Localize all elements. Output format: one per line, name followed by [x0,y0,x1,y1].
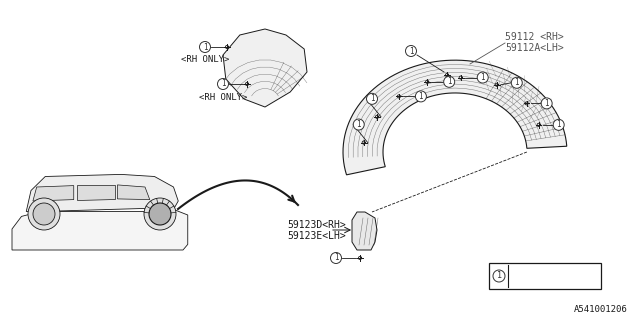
Text: 59112A<LH>: 59112A<LH> [505,43,564,53]
Text: 59123D<RH>: 59123D<RH> [287,220,346,230]
Circle shape [415,91,426,102]
Polygon shape [77,185,115,200]
Text: 1: 1 [497,271,502,281]
Text: <RH ONLY>: <RH ONLY> [181,55,229,65]
Text: 1: 1 [419,92,423,101]
Circle shape [28,198,60,230]
Text: 1: 1 [333,253,339,262]
Circle shape [149,203,171,225]
FancyBboxPatch shape [489,263,601,289]
Text: <RH ONLY>: <RH ONLY> [199,92,247,101]
Polygon shape [33,186,74,201]
Text: 1: 1 [203,43,207,52]
Polygon shape [223,29,307,107]
Circle shape [553,119,564,130]
Text: A541001206: A541001206 [574,305,628,314]
Text: 1: 1 [221,79,225,89]
Text: 1: 1 [370,94,374,103]
Circle shape [218,78,228,90]
Circle shape [33,203,55,225]
Text: W140065: W140065 [515,271,563,281]
Circle shape [330,252,342,263]
Circle shape [493,270,505,282]
Text: 59123E<LH>: 59123E<LH> [287,231,346,241]
Circle shape [444,76,454,87]
Polygon shape [26,174,179,212]
Circle shape [541,98,552,109]
Polygon shape [352,212,377,250]
Text: 1: 1 [556,120,561,129]
Text: 1: 1 [515,78,519,87]
Polygon shape [118,185,150,200]
Circle shape [200,42,211,52]
Circle shape [477,72,488,83]
Text: 1: 1 [545,99,549,108]
Circle shape [353,119,364,130]
Polygon shape [12,208,188,250]
Text: 1: 1 [481,73,485,82]
Circle shape [367,93,378,104]
Circle shape [511,77,522,88]
Circle shape [406,45,417,57]
Polygon shape [343,60,567,175]
Text: 59112 <RH>: 59112 <RH> [505,32,564,42]
Circle shape [144,198,176,230]
Text: 1: 1 [356,120,361,129]
Text: 1: 1 [409,46,413,55]
Text: 1: 1 [447,77,451,86]
